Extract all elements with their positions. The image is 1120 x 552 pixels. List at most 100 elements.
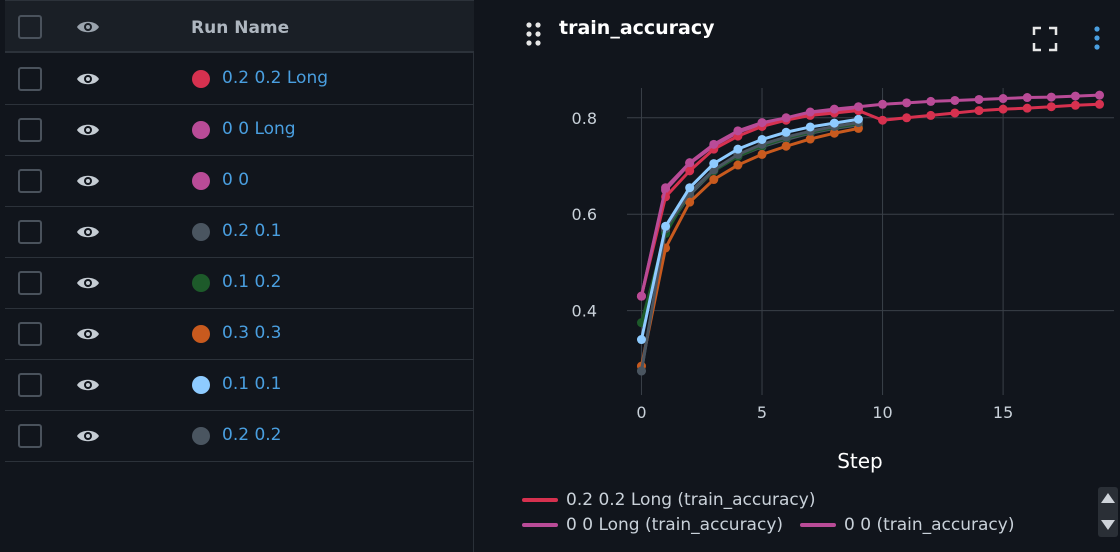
data-point <box>757 149 767 159</box>
data-point <box>685 158 695 168</box>
run-name-link[interactable]: 0 0 <box>222 170 250 190</box>
data-point <box>636 366 646 376</box>
legend-item-0[interactable]: 0.2 0.2 Long (train_accuracy) <box>522 490 815 510</box>
data-point <box>998 94 1008 104</box>
data-point <box>1095 90 1105 100</box>
legend-item-2[interactable]: 0 0 (train_accuracy) <box>800 515 1014 535</box>
series-line-0.2-0.2 <box>639 121 859 372</box>
run-color-dot <box>192 427 210 445</box>
eye-icon[interactable] <box>76 428 100 444</box>
legend-scrollbar[interactable] <box>1098 487 1118 537</box>
data-point <box>757 118 767 128</box>
table-row[interactable]: 0.1 0.1 <box>5 360 474 411</box>
data-point <box>902 113 912 123</box>
data-point <box>829 104 839 114</box>
data-point <box>902 98 912 108</box>
run-name-link[interactable]: 0.2 0.2 <box>222 425 282 445</box>
drag-handle-icon[interactable] <box>526 22 542 46</box>
scroll-up-icon[interactable] <box>1101 493 1115 503</box>
run-color-dot <box>192 376 210 394</box>
data-point <box>709 175 719 185</box>
table-row[interactable]: 0.1 0.2 <box>5 258 474 309</box>
data-point <box>974 94 984 104</box>
data-point <box>878 115 888 125</box>
run-color-dot <box>192 121 210 139</box>
legend-item-1[interactable]: 0 0 Long (train_accuracy) <box>522 515 783 535</box>
legend-label: 0 0 (train_accuracy) <box>844 515 1015 535</box>
data-point <box>661 221 671 231</box>
data-point <box>1022 93 1032 103</box>
run-name-link[interactable]: 0.2 0.1 <box>222 221 282 241</box>
chart-panel: train_accuracy 0 5 10 15 0.4 0.6 0.8 Step 0.2 0… <box>502 0 1120 552</box>
legend-label: 0.2 0.2 Long (train_accuracy) <box>566 490 816 510</box>
eye-icon[interactable] <box>76 71 100 87</box>
chart-title: train_accuracy <box>559 17 715 39</box>
row-checkbox[interactable] <box>18 322 42 346</box>
row-checkbox[interactable] <box>18 67 42 91</box>
eye-icon[interactable] <box>76 275 100 291</box>
data-point <box>1070 91 1080 101</box>
run-color-dot <box>192 172 210 190</box>
runs-table: Run Name 0.2 0.2 Long 0 0 Long 0 0 0.2 0.1 0… <box>5 0 474 552</box>
eye-icon[interactable] <box>76 326 100 342</box>
data-point <box>1046 102 1056 112</box>
eye-icon[interactable] <box>76 224 100 240</box>
table-row[interactable]: 0 0 Long <box>5 105 474 156</box>
data-point <box>661 183 671 193</box>
table-row[interactable]: 0.2 0.2 <box>5 411 474 462</box>
data-point <box>781 113 791 123</box>
select-all-checkbox[interactable] <box>18 15 42 39</box>
data-point <box>636 335 646 345</box>
series-line-0.1-0.2 <box>640 122 859 324</box>
line-chart[interactable]: 0 5 10 15 0.4 0.6 0.8 Step <box>502 0 1120 552</box>
run-name-link[interactable]: 0.1 0.2 <box>222 272 282 292</box>
run-name-link[interactable]: 0.1 0.1 <box>222 374 282 394</box>
y-tick-label: 0.6 <box>572 205 597 224</box>
data-point <box>685 183 695 193</box>
row-checkbox[interactable] <box>18 271 42 295</box>
scroll-down-icon[interactable] <box>1101 520 1115 530</box>
row-checkbox[interactable] <box>18 169 42 193</box>
x-tick-label: 15 <box>993 403 1013 422</box>
row-checkbox[interactable] <box>18 220 42 244</box>
table-row[interactable]: 0.3 0.3 <box>5 309 474 360</box>
row-checkbox[interactable] <box>18 118 42 142</box>
table-header: Run Name <box>5 0 474 53</box>
x-tick-label: 10 <box>872 403 892 422</box>
run-name-column-header[interactable]: Run Name <box>191 18 290 38</box>
data-point <box>733 144 743 154</box>
run-color-dot <box>192 70 210 88</box>
data-point <box>709 139 719 149</box>
y-tick-label: 0.4 <box>572 302 597 321</box>
eye-icon[interactable] <box>76 19 100 35</box>
fullscreen-icon[interactable] <box>1032 26 1058 52</box>
row-checkbox[interactable] <box>18 373 42 397</box>
data-point <box>853 102 863 112</box>
series-line-0.3-0.3 <box>639 126 859 367</box>
run-name-link[interactable]: 0 0 Long <box>222 119 296 139</box>
table-row[interactable]: 0.2 0.2 Long <box>5 54 474 105</box>
data-point <box>709 159 719 169</box>
more-options-icon[interactable] <box>1092 26 1102 52</box>
data-point <box>950 95 960 105</box>
series-line-0.2-0.1 <box>639 123 859 372</box>
series-line-0.1-0.1 <box>639 117 859 340</box>
data-point <box>926 96 936 106</box>
table-row[interactable]: 0.2 0.1 <box>5 207 474 258</box>
legend-label: 0 0 Long (train_accuracy) <box>566 515 784 535</box>
data-point <box>878 99 888 109</box>
run-color-dot <box>192 325 210 343</box>
table-row[interactable]: 0 0 <box>5 156 474 207</box>
run-name-link[interactable]: 0.2 0.2 Long <box>222 68 329 88</box>
data-point <box>1046 92 1056 102</box>
legend-swatch <box>522 523 558 527</box>
x-tick-label: 0 <box>636 403 646 422</box>
data-point <box>853 114 863 124</box>
eye-icon[interactable] <box>76 377 100 393</box>
eye-icon[interactable] <box>76 173 100 189</box>
row-checkbox[interactable] <box>18 424 42 448</box>
eye-icon[interactable] <box>76 122 100 138</box>
data-point <box>805 134 815 144</box>
data-point <box>829 118 839 128</box>
run-name-link[interactable]: 0.3 0.3 <box>222 323 282 343</box>
